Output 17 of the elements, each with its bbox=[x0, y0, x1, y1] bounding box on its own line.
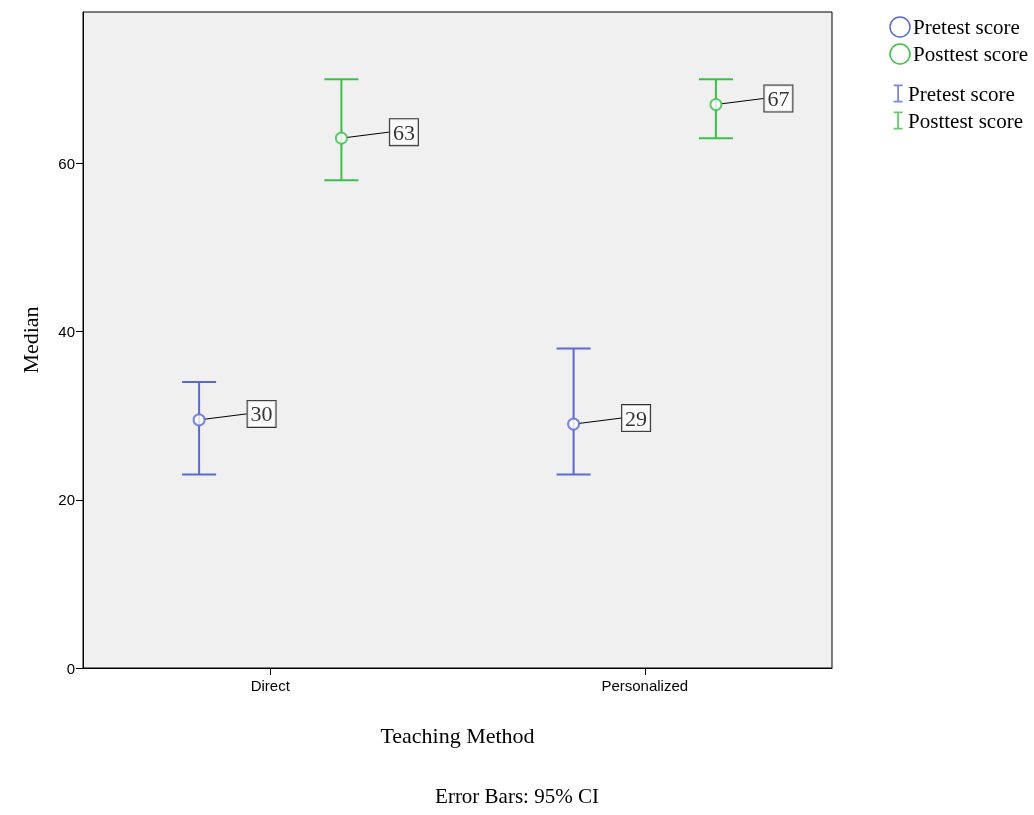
data-label: 30 bbox=[250, 401, 273, 427]
x-tick-label: Personalized bbox=[601, 677, 689, 694]
legend-label: Posttest score bbox=[908, 108, 1023, 133]
text: Error Bars: 95% CI bbox=[435, 783, 599, 808]
x-axis-title: Teaching Method bbox=[380, 722, 535, 748]
data-label: 63 bbox=[392, 119, 415, 145]
legend-label: Pretest score bbox=[908, 81, 1015, 106]
text: Posttest score bbox=[913, 41, 1028, 66]
y-tick-label: 20 bbox=[58, 491, 75, 509]
y-tick-label: 0 bbox=[66, 659, 75, 677]
x-tick-label: Direct bbox=[250, 677, 291, 694]
data-label: 67 bbox=[767, 86, 790, 112]
y-tick-label: 40 bbox=[58, 323, 75, 341]
text: Pretest score bbox=[913, 14, 1020, 39]
y-tick-label: 60 bbox=[58, 154, 75, 172]
y-axis-title: Median bbox=[17, 306, 43, 374]
data-label: 29 bbox=[625, 405, 648, 431]
